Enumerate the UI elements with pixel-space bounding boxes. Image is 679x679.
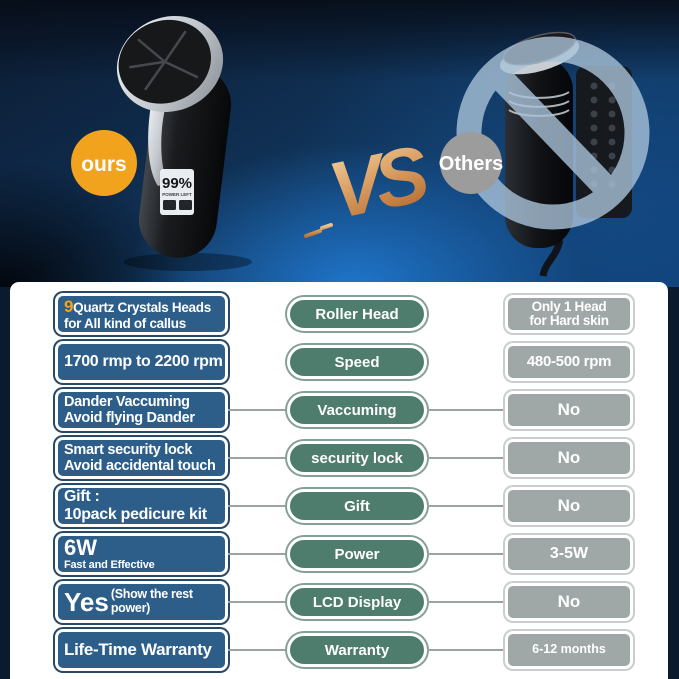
connector-line (228, 457, 287, 459)
ours-spec-box: Yes (Show the rest power) (55, 581, 228, 623)
ours-badge-label: ours (81, 153, 127, 176)
feature-pill: Gift (287, 489, 427, 523)
feature-pill: LCD Display (287, 585, 427, 619)
others-spec-box: 6-12 months (505, 631, 633, 669)
battery-display: 99% POWER LEFT (160, 169, 194, 215)
comparison-row-power: 6W Fast and Effective Power 3-5W (10, 533, 668, 575)
vs-brush-flecks (304, 223, 333, 238)
comparison-row-roller-head: 9Quartz Crystals Heads for All kind of c… (10, 293, 668, 335)
connector-line (427, 313, 505, 315)
connector-line (427, 649, 505, 651)
others-spec-box: No (505, 391, 633, 429)
comparison-panel: 9Quartz Crystals Heads for All kind of c… (10, 282, 668, 679)
connector-line (228, 313, 287, 315)
comparison-rows: 9Quartz Crystals Heads for All kind of c… (10, 293, 668, 671)
ours-spec-box: Gift : 10pack pedicure kit (55, 485, 228, 527)
feature-pill: security lock (287, 441, 427, 475)
feature-pill: Warranty (287, 633, 427, 667)
connector-line (427, 409, 505, 411)
ours-badge: ours (71, 130, 137, 196)
others-spec-box: No (505, 583, 633, 621)
comparison-row-speed: 1700 rmp to 2200 rpm Speed 480-500 rpm (10, 341, 668, 383)
ours-spec-box: 9Quartz Crystals Heads for All kind of c… (55, 293, 228, 335)
device-silver-stripe (148, 92, 170, 186)
connector-line (427, 601, 505, 603)
product-shadow (124, 253, 252, 271)
ours-spec-box: Dander Vaccuming Avoid flying Dander (55, 389, 228, 431)
comparison-row-security-lock: Smart security lock Avoid accidental tou… (10, 437, 668, 479)
hero-illustration: 99% POWER LEFT ours VS (71, 15, 650, 277)
connector-line (427, 361, 505, 363)
connector-line (228, 361, 287, 363)
vs-mark: VS (322, 128, 437, 236)
others-spec-box: No (505, 487, 633, 525)
connector-line (228, 553, 287, 555)
feature-pill: Power (287, 537, 427, 571)
others-badge: Others (439, 132, 503, 194)
ours-spec-box: Life-Time Warranty (55, 629, 228, 671)
our-product-illustration: 99% POWER LEFT (116, 15, 252, 271)
connector-line (228, 409, 287, 411)
connector-line (427, 553, 505, 555)
comparison-row-lcd-display: Yes (Show the rest power) LCD Display No (10, 581, 668, 623)
connector-line (427, 505, 505, 507)
comparison-row-vaccuming: Dander Vaccuming Avoid flying Dander Vac… (10, 389, 668, 431)
feature-pill: Speed (287, 345, 427, 379)
connector-line (228, 601, 287, 603)
roller-head (116, 15, 224, 113)
connector-line (427, 457, 505, 459)
feature-pill: Vaccuming (287, 393, 427, 427)
power-cord (539, 239, 564, 277)
others-spec-box: No (505, 439, 633, 477)
ours-spec-box: Smart security lock Avoid accidental tou… (55, 437, 228, 479)
comparison-row-warranty: Life-Time Warranty Warranty 6-12 months (10, 629, 668, 671)
accent-number: 9 (64, 296, 74, 316)
hero-section: 99% POWER LEFT ours VS (0, 0, 679, 287)
others-spec-box: Only 1 Head for Hard skin (505, 295, 633, 333)
comparison-row-gift: Gift : 10pack pedicure kit Gift No (10, 485, 668, 527)
others-spec-box: 3-5W (505, 535, 633, 573)
ours-spec-box: 6W Fast and Effective (55, 533, 228, 575)
connector-line (228, 505, 287, 507)
ours-spec-box: 1700 rmp to 2200 rpm (55, 341, 228, 383)
others-badge-label: Others (439, 153, 503, 175)
others-spec-box: 480-500 rpm (505, 343, 633, 381)
battery-label: POWER LEFT (162, 192, 192, 197)
battery-percent: 99% (162, 175, 192, 192)
connector-line (228, 649, 287, 651)
feature-pill: Roller Head (287, 297, 427, 331)
